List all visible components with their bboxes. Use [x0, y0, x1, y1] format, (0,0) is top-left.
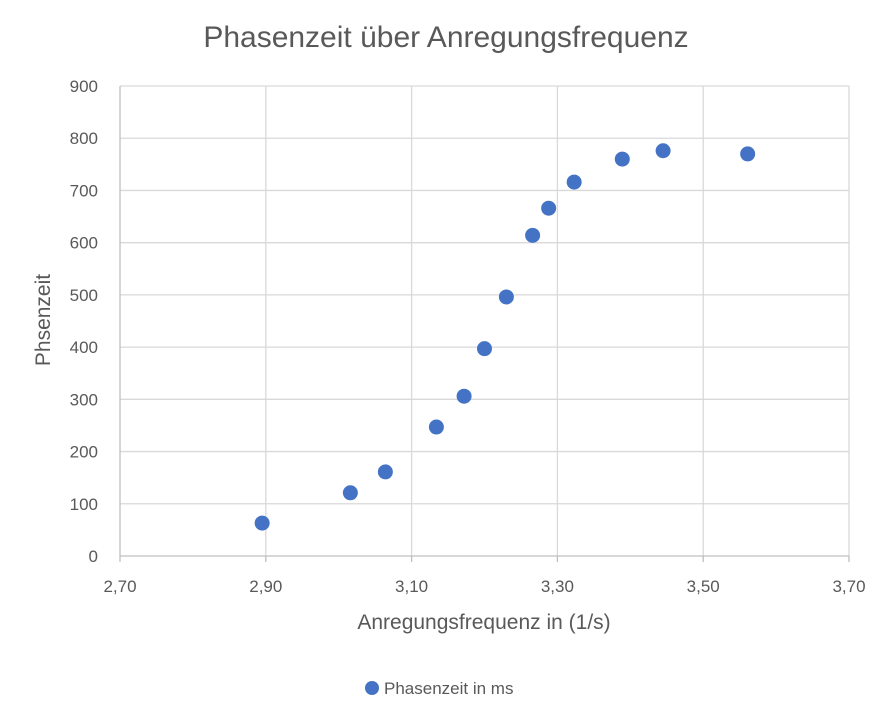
gridlines [120, 85, 850, 556]
y-tick-label: 800 [70, 129, 98, 148]
x-tick-label: 3,10 [395, 577, 428, 596]
y-axis-title: Phsenzeit [32, 274, 55, 366]
x-axis-title: Anregungsfrequenz in (1/s) [357, 611, 610, 634]
legend: Phasenzeit in ms [365, 679, 513, 698]
data-point [541, 200, 557, 216]
x-tick-label: 3,70 [832, 577, 865, 596]
x-tick-label: 3,30 [541, 577, 574, 596]
chart-title: Phasenzeit über Anregungsfrequenz [203, 21, 688, 54]
axes: 0 100 200 300 400 500 600 700 800 900 2,70 2,90 3,10… [70, 77, 866, 596]
data-point [456, 388, 472, 404]
data-point [525, 227, 541, 243]
data-point [477, 341, 492, 357]
y-tick-label: 0 [89, 547, 98, 566]
data-points [254, 143, 756, 531]
data-point [566, 174, 582, 190]
y-tick-label: 500 [70, 286, 98, 305]
y-tick-label: 200 [70, 443, 98, 462]
data-point [614, 151, 630, 167]
y-tick-label: 600 [70, 234, 98, 253]
x-tick-label: 3,50 [687, 577, 720, 596]
y-tick-label: 300 [70, 390, 98, 409]
legend-marker [365, 681, 379, 695]
y-tick-label: 400 [70, 338, 98, 357]
data-point [498, 289, 514, 305]
x-tick-label: 2,70 [103, 577, 136, 596]
legend-label: Phasenzeit in ms [384, 679, 513, 698]
y-tick-label: 900 [70, 77, 98, 96]
x-tick-label: 2,90 [249, 577, 282, 596]
y-tick-label: 700 [70, 181, 98, 200]
y-tick-label: 100 [70, 495, 98, 514]
data-point [342, 485, 358, 501]
data-point [254, 515, 270, 531]
data-point [740, 146, 756, 162]
data-point [428, 419, 444, 435]
data-point [377, 464, 393, 480]
data-point [655, 143, 671, 159]
